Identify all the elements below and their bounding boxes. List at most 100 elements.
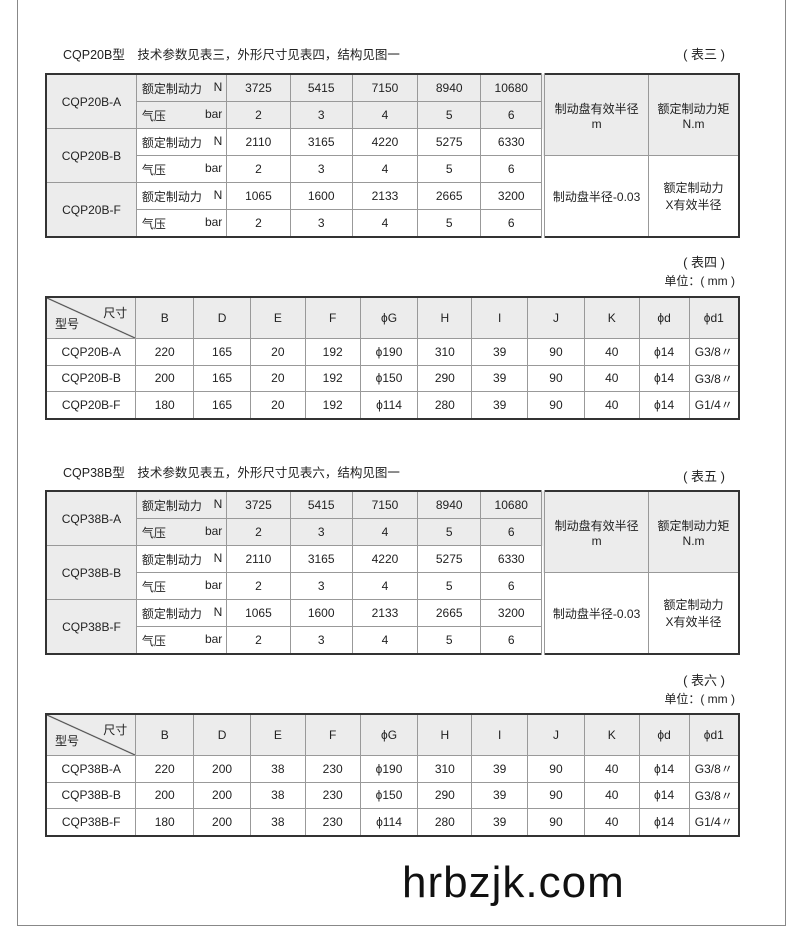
- dimension-cell: 90: [527, 364, 585, 392]
- model-cell: CQP38B-B: [45, 781, 137, 809]
- dimension-cell: 180: [135, 391, 195, 419]
- dimension-cell: 310: [417, 755, 473, 783]
- corner-bottom: 型号: [55, 734, 80, 748]
- force-value: 10680: [480, 490, 544, 519]
- dimension-cell: 40: [583, 338, 640, 366]
- force-label: N 额定制动力: [135, 182, 228, 210]
- dimension-cell: ϕ14: [638, 338, 690, 366]
- radius-value: 制动盘半径-0.03: [541, 572, 650, 655]
- torque-value-1: 额定制动力: [663, 181, 724, 195]
- label-text: 额定制动力: [141, 189, 202, 204]
- column-header: K: [583, 296, 640, 339]
- force-label: N 额定制动力: [135, 73, 228, 102]
- dimension-cell: ϕ150: [359, 781, 419, 809]
- column-header: D: [193, 296, 251, 339]
- corner-bottom: 型号: [55, 317, 80, 331]
- force-value: 2665: [417, 599, 482, 627]
- dimension-cell: ϕ14: [638, 808, 690, 836]
- table-row: CQP20B-A 220 165 20 192 ϕ190 310 39 90 40 ϕ14 G3/8〃: [45, 338, 740, 366]
- corner-cell: 尺寸 型号: [45, 296, 137, 339]
- pressure-value: 5: [417, 155, 482, 183]
- torque-header-text: 额定制动力矩: [657, 518, 730, 533]
- label-text: 额定制动力: [141, 498, 202, 513]
- dimension-cell: ϕ190: [359, 338, 419, 366]
- section-title: CQP38B型 技术参数见表五，外形尺寸见表六，结构见图一: [63, 466, 400, 480]
- label-text: 额定制动力: [141, 135, 202, 150]
- pressure-value: 4: [351, 209, 419, 238]
- dim-table-tag: ( 表四 ): [683, 255, 725, 270]
- pressure-label: bar 气压: [135, 101, 228, 129]
- force-label: N 额定制动力: [135, 490, 228, 519]
- dimension-cell: 39: [471, 364, 529, 392]
- table-row: CQP38B-B 200 200 38 230 ϕ150 290 39 90 40 ϕ14 G3/8〃: [45, 781, 740, 809]
- dimension-cell: 220: [135, 338, 195, 366]
- pressure-value: 2: [226, 155, 291, 183]
- force-value: 7150: [351, 73, 419, 102]
- dimension-cell: 280: [417, 391, 473, 419]
- pressure-label: bar 气压: [135, 626, 228, 655]
- pressure-value: 4: [351, 155, 419, 183]
- unit: N: [213, 133, 223, 148]
- unit: bar: [204, 523, 223, 538]
- torque-header: 额定制动力矩 N.m: [648, 73, 740, 156]
- label-text: 额定制动力: [141, 552, 202, 567]
- dimension-cell: 20: [249, 391, 306, 419]
- column-header: ϕd: [638, 713, 690, 756]
- pressure-value: 3: [289, 209, 353, 238]
- column-header: F: [304, 713, 361, 756]
- column-header: E: [249, 713, 306, 756]
- dimension-cell: 38: [249, 808, 306, 836]
- dimension-cell: 290: [417, 781, 473, 809]
- dimension-cell: ϕ150: [359, 364, 419, 392]
- pressure-label: bar 气压: [135, 209, 228, 238]
- spec-row: bar 气压 2 3 4 5 6: [46, 101, 739, 129]
- column-header: F: [304, 296, 361, 339]
- label-text: 气压: [141, 216, 166, 231]
- label-text: 气压: [141, 633, 166, 648]
- label-text: 气压: [141, 162, 166, 177]
- force-value: 7150: [351, 490, 419, 519]
- pressure-value: 2: [226, 572, 291, 600]
- dimension-cell: 40: [583, 755, 640, 783]
- table-row: CQP38B-A 220 200 38 230 ϕ190 310 39 90 40 ϕ14 G3/8〃: [45, 755, 740, 783]
- force-value: 3200: [480, 182, 544, 210]
- model-cell: CQP38B-B: [45, 545, 137, 600]
- spec-row: CQP38B-B N 额定制动力 2110 3165 4220 5275 6330: [45, 545, 739, 600]
- force-label: N 额定制动力: [135, 545, 228, 573]
- pressure-label: bar 气压: [135, 572, 228, 600]
- dimension-cell: 290: [417, 364, 473, 392]
- column-header: ϕG: [359, 296, 419, 339]
- model-cell: CQP20B-F: [45, 391, 137, 419]
- spec-row: bar 气压 2 3 4 5 6: [46, 209, 739, 238]
- dimension-cell: 39: [471, 391, 529, 419]
- dimension-cell: 90: [527, 808, 585, 836]
- spec-row: CQP38B-F N 额定制动力 1065 1600 2133 2665 3200: [45, 599, 739, 655]
- dimension-cell: 200: [193, 755, 251, 783]
- force-value: 2110: [226, 128, 291, 156]
- dimension-cell: 200: [193, 808, 251, 836]
- spec-table-tag: ( 表五 ): [683, 469, 725, 484]
- force-value: 3725: [226, 73, 291, 102]
- model-cell: CQP20B-A: [45, 73, 137, 129]
- pressure-value: 5: [417, 626, 482, 655]
- dimension-cell: 90: [527, 755, 585, 783]
- spec-row: bar 气压 2 3 4 5 6 制动盘半径-0.03 额定制动力 X有效半径: [46, 155, 740, 238]
- spec-table: CQP38B-A N 额定制动力 3725 5415 7150 8940 10680 制动盘有效…: [45, 490, 740, 655]
- dimension-cell: 165: [193, 338, 251, 366]
- torque-value: 额定制动力 X有效半径: [648, 155, 740, 238]
- radius-header: 制动盘有效半径 m: [541, 73, 650, 156]
- dimension-cell: ϕ14: [638, 755, 690, 783]
- table-row: CQP20B-B 200 165 20 192 ϕ150 290 39 90 40 ϕ14 G3/8〃: [45, 364, 740, 392]
- pressure-value: 3: [289, 626, 353, 655]
- force-value: 2110: [226, 545, 291, 573]
- torque-unit: N.m: [682, 533, 705, 548]
- pressure-value: 2: [226, 626, 291, 655]
- model-cell: CQP20B-B: [45, 364, 137, 392]
- dimension-cell: 192: [304, 391, 361, 419]
- column-header: H: [417, 296, 473, 339]
- pressure-value: 3: [289, 572, 353, 600]
- model-cell: CQP20B-B: [45, 128, 137, 183]
- dimension-cell: 192: [304, 364, 361, 392]
